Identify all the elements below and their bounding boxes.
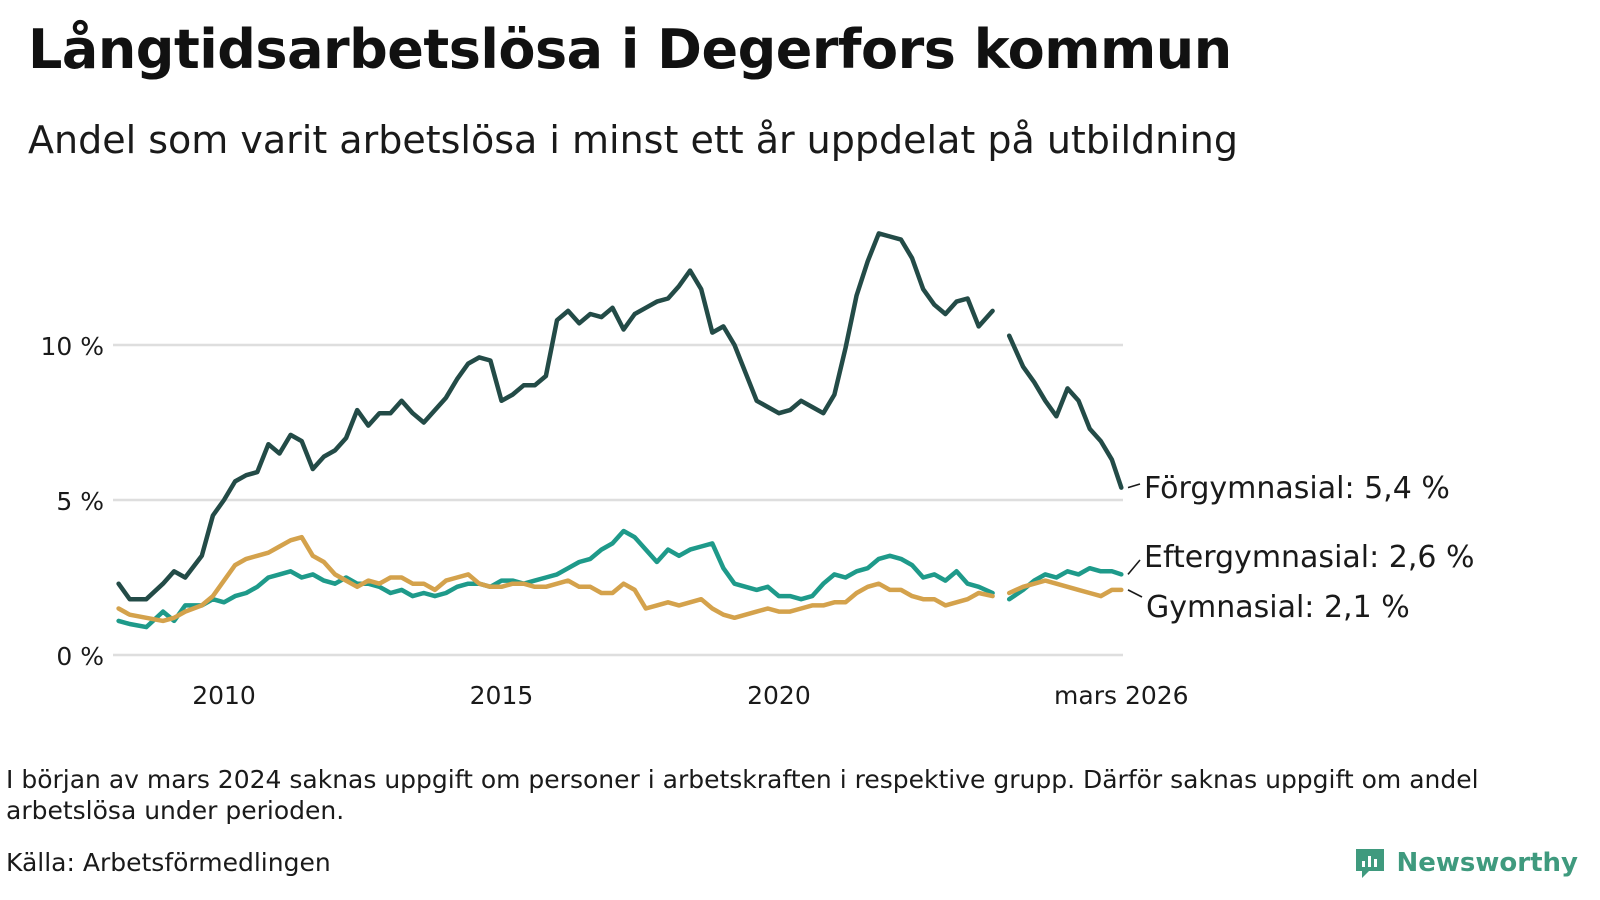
y-axis-tick-labels: 0 % 5 % 10 % xyxy=(40,332,104,671)
newsworthy-logo-icon xyxy=(1355,849,1384,878)
x-tick-label-mars-2026: mars 2026 xyxy=(1054,681,1189,710)
footnote: I början av mars 2024 saknas uppgift om … xyxy=(6,765,1479,825)
label-leader-gymnasial xyxy=(1127,589,1143,598)
brand-name: Newsworthy xyxy=(1396,848,1578,878)
series-line-gymnasial-segment-1 xyxy=(116,534,995,624)
chart-title: Långtidsarbetslösa i Degerfors kommun xyxy=(28,18,1232,81)
series-line-förgymnasial-segment-1 xyxy=(116,231,995,602)
line-chart: 0 % 5 % 10 % 2010 2015 2020 mars 2026 Förgymn… xyxy=(40,231,1475,710)
series-label-eftergymnasial: Eftergymnasial: 2,6 % xyxy=(1144,540,1475,575)
series-lines xyxy=(116,231,1124,630)
gridlines xyxy=(113,343,1123,657)
x-axis-tick-labels: 2010 2015 2020 mars 2026 xyxy=(192,681,1188,710)
brand-logo: Newsworthy xyxy=(1353,846,1578,880)
y-tick-label-0: 0 % xyxy=(56,642,104,671)
source-text: Källa: Arbetsförmedlingen xyxy=(6,848,331,877)
series-end-labels: Förgymnasial: 5,4 % Eftergymnasial: 2,6 %… xyxy=(1127,471,1475,625)
y-tick-label-10: 10 % xyxy=(40,332,104,361)
label-leader-förgymnasial xyxy=(1127,483,1141,489)
series-label-förgymnasial: Förgymnasial: 5,4 % xyxy=(1144,471,1450,506)
x-tick-label-2015: 2015 xyxy=(470,681,534,710)
series-label-gymnasial: Gymnasial: 2,1 % xyxy=(1146,590,1410,625)
label-leader-eftergymnasial xyxy=(1127,559,1141,575)
x-tick-label-2010: 2010 xyxy=(192,681,256,710)
chart-subtitle: Andel som varit arbetslösa i minst ett å… xyxy=(28,118,1239,162)
series-line-förgymnasial-segment-2 xyxy=(1006,333,1124,490)
series-line-gymnasial-segment-2 xyxy=(1006,578,1124,599)
x-tick-label-2020: 2020 xyxy=(747,681,811,710)
series-line-eftergymnasial-segment-1 xyxy=(116,528,995,630)
y-tick-label-5: 5 % xyxy=(56,487,104,516)
